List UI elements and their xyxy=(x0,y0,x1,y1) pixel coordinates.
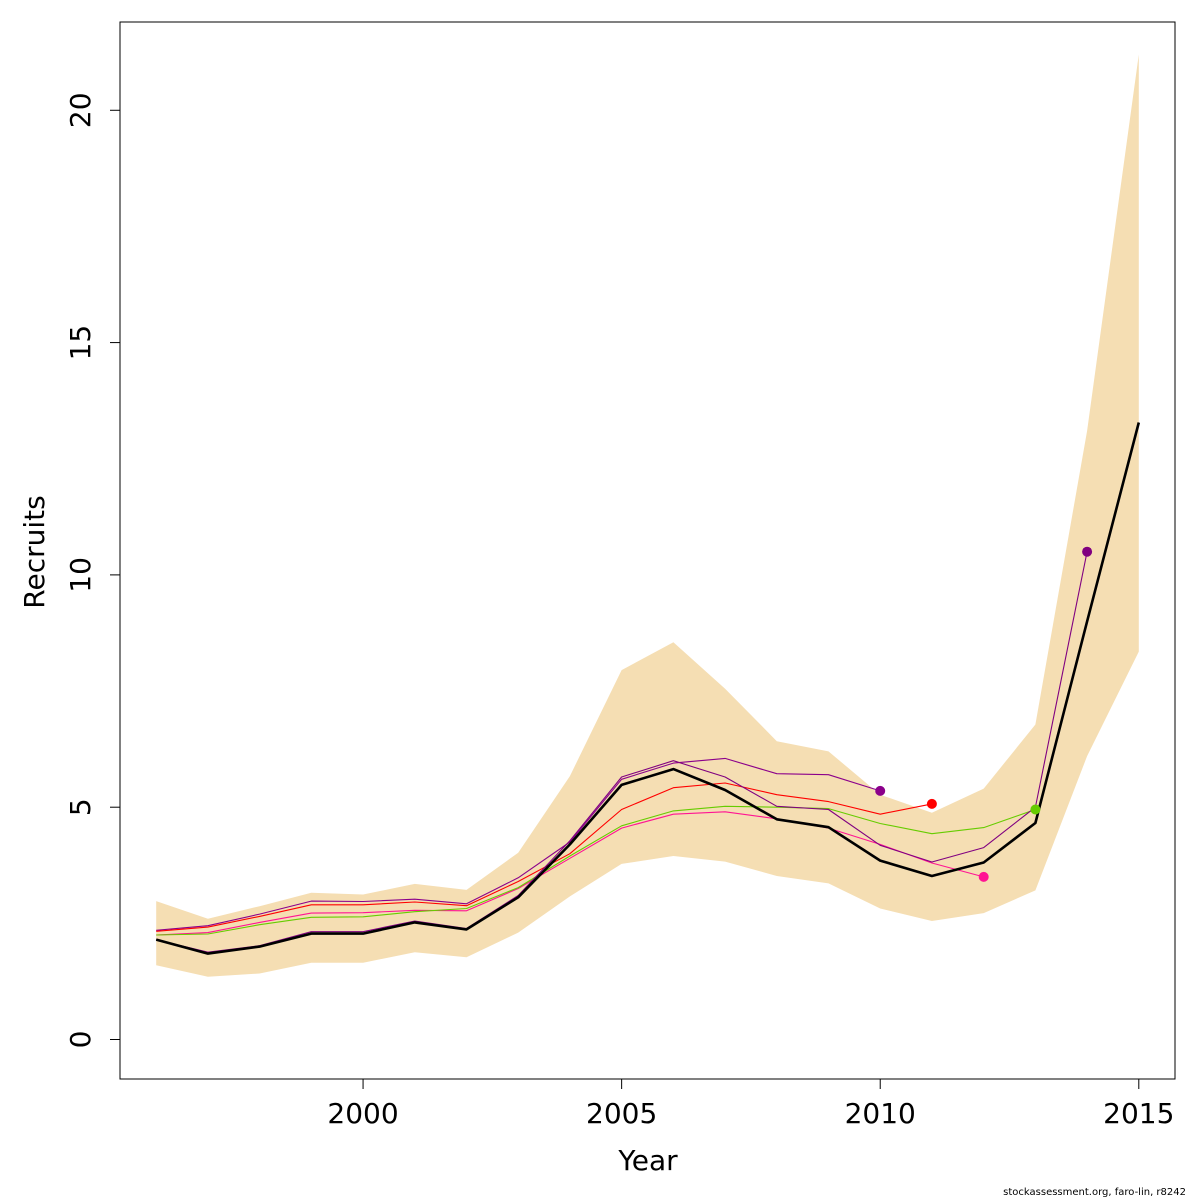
x-tick-label: 2005 xyxy=(586,1097,657,1130)
y-tick-label: 5 xyxy=(64,798,97,816)
series-line-retro xyxy=(156,811,984,936)
x-axis-title: Year xyxy=(617,1144,678,1177)
series-endpoint xyxy=(978,871,989,882)
y-tick-label: 15 xyxy=(64,325,97,361)
confidence-band xyxy=(156,54,1139,977)
y-axis-title: Recruits xyxy=(18,495,51,608)
x-tick-label: 2010 xyxy=(845,1097,916,1130)
series-layer xyxy=(155,422,1141,955)
x-tick-label: 2000 xyxy=(327,1097,398,1130)
credit-text: stockassessment.org, faro-lin, r8242 xyxy=(1003,1187,1186,1198)
x-tick-label: 2015 xyxy=(1103,1097,1174,1130)
series-line-main xyxy=(155,422,1141,955)
series-endpoint xyxy=(1030,804,1041,815)
series-line-retro xyxy=(156,805,1036,936)
series-line-retro xyxy=(156,551,1088,953)
endpoint-layer xyxy=(875,546,1093,882)
axes: 2000 2005 2010 2015 0 5 10 15 20 xyxy=(64,92,1174,1130)
confidence-band-layer xyxy=(156,54,1139,977)
series-line-retro xyxy=(156,757,881,931)
series-endpoint xyxy=(875,785,886,796)
y-tick-label: 10 xyxy=(64,557,97,593)
series-endpoint xyxy=(926,798,937,809)
y-tick-label: 0 xyxy=(64,1031,97,1049)
plot-frame xyxy=(119,21,1176,1080)
y-tick-label: 20 xyxy=(64,92,97,128)
series-endpoint xyxy=(1082,546,1093,557)
